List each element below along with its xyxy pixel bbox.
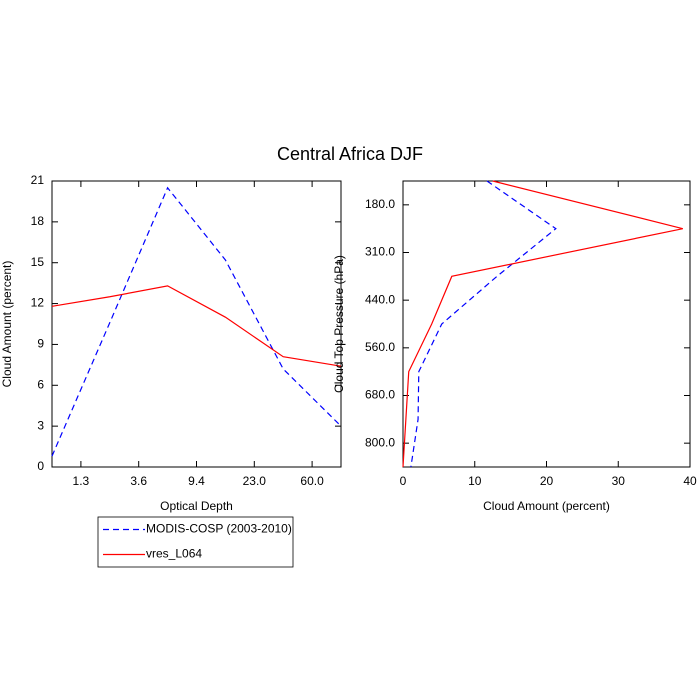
x-tick-label: 0	[400, 474, 407, 488]
y-axis-label: Cloud Amount (percent)	[0, 261, 14, 388]
plot-frame	[51, 180, 342, 468]
y-tick-label: 6	[37, 377, 44, 391]
x-tick-label: 30	[612, 474, 626, 488]
y-tick-label: 0	[37, 459, 44, 473]
y-tick-label: 15	[31, 255, 45, 269]
x-tick-label: 1.3	[73, 474, 90, 488]
y-tick-label: 180.0	[365, 197, 395, 211]
figure-title: Central Africa DJF	[277, 144, 423, 164]
x-tick-label: 20	[540, 474, 554, 488]
legend-label: MODIS-COSP (2003-2010)	[146, 522, 292, 536]
x-tick-label: 60.0	[300, 474, 324, 488]
y-tick-label: 560.0	[365, 340, 395, 354]
x-tick-label: 3.6	[130, 474, 147, 488]
series-line	[410, 180, 557, 468]
y-tick-label: 800.0	[365, 435, 395, 449]
legend-label: vres_L064	[146, 547, 202, 561]
x-axis-label: Optical Depth	[160, 499, 233, 513]
y-tick-label: 3	[37, 418, 44, 432]
x-axis-label: Cloud Amount (percent)	[483, 499, 610, 513]
y-tick-label: 310.0	[365, 245, 395, 259]
plot-frame	[402, 180, 691, 468]
series-line	[402, 180, 683, 468]
y-tick-label: 21	[31, 173, 45, 187]
y-tick-label: 440.0	[365, 292, 395, 306]
y-tick-label: 12	[31, 296, 45, 310]
x-tick-label: 9.4	[188, 474, 205, 488]
y-axis-label: Cloud Top Pressure (hPa)	[332, 255, 346, 393]
y-tick-label: 680.0	[365, 388, 395, 402]
x-tick-label: 40	[683, 474, 697, 488]
y-tick-label: 18	[31, 214, 45, 228]
x-tick-label: 10	[468, 474, 482, 488]
legend-box	[97, 516, 294, 568]
y-tick-label: 9	[37, 337, 44, 351]
series-line	[51, 285, 342, 367]
series-line	[51, 186, 342, 457]
x-tick-label: 23.0	[243, 474, 267, 488]
